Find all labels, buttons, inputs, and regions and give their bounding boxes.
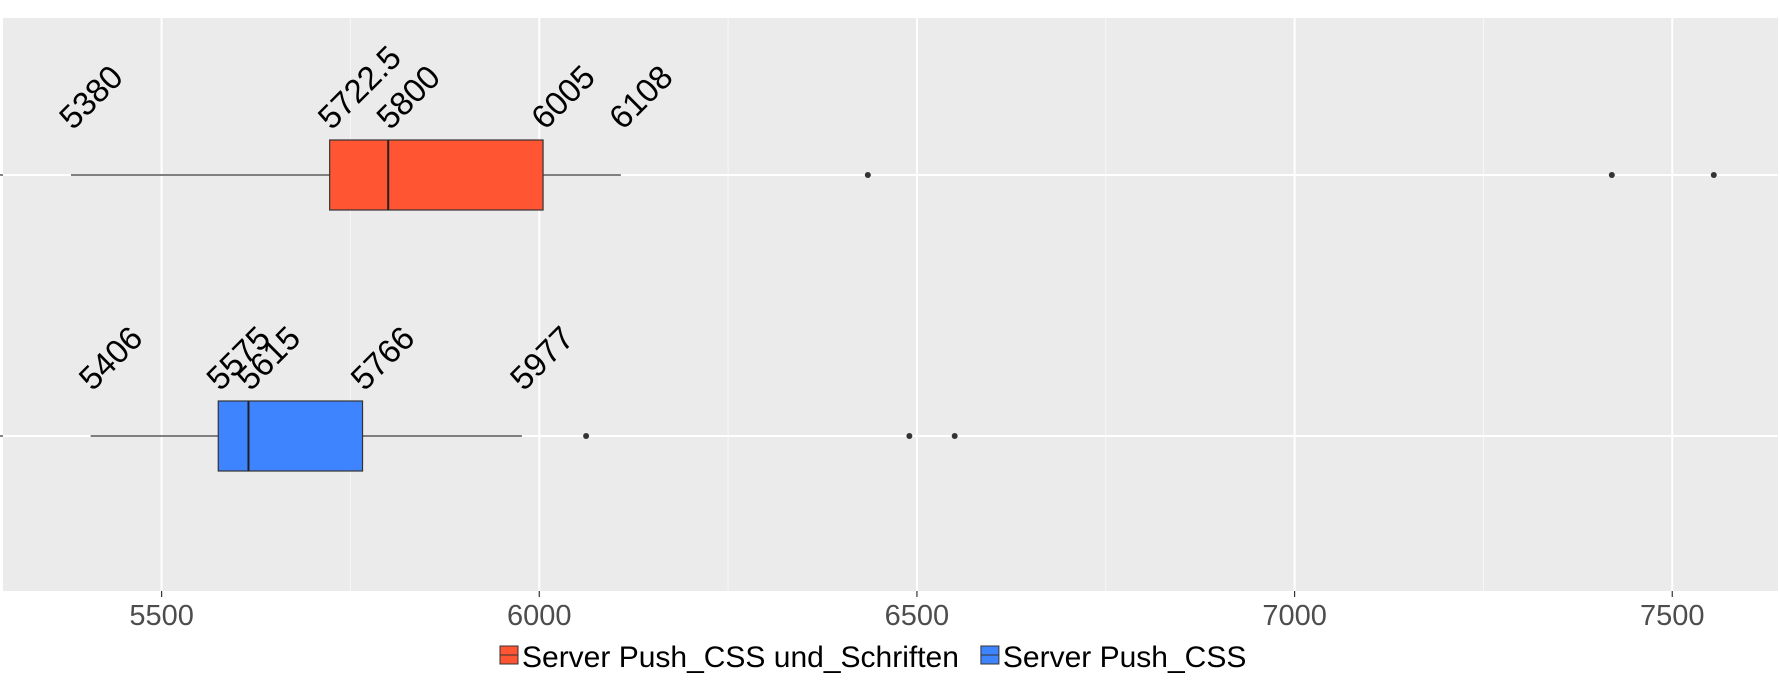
box [217,400,364,472]
x-tick-label: 7000 [1262,600,1327,632]
outlier-point [864,172,871,178]
box [329,139,544,211]
x-tick-label: 5500 [129,600,194,632]
outlier-point [1710,172,1717,178]
x-tick-label: 6000 [507,600,572,632]
legend-label: Server Push_CSS und_Schriften [522,641,959,674]
plot-panel [3,18,1778,591]
x-axis: 5500 6000 6500 7000 7500 [0,174,1705,632]
outlier-point [906,433,913,439]
outlier-point [951,433,958,439]
outlier-point [1608,172,1615,178]
outlier-point [583,433,590,439]
legend-item: Server Push_CSS [980,641,1246,674]
legend: Server Push_CSS und_Schriften Server Push… [499,641,1246,674]
x-tick-label: 7500 [1640,600,1705,632]
legend-label: Server Push_CSS [1003,641,1246,674]
legend-item: Server Push_CSS und_Schriften [499,641,959,674]
x-tick-label: 6500 [885,600,950,632]
